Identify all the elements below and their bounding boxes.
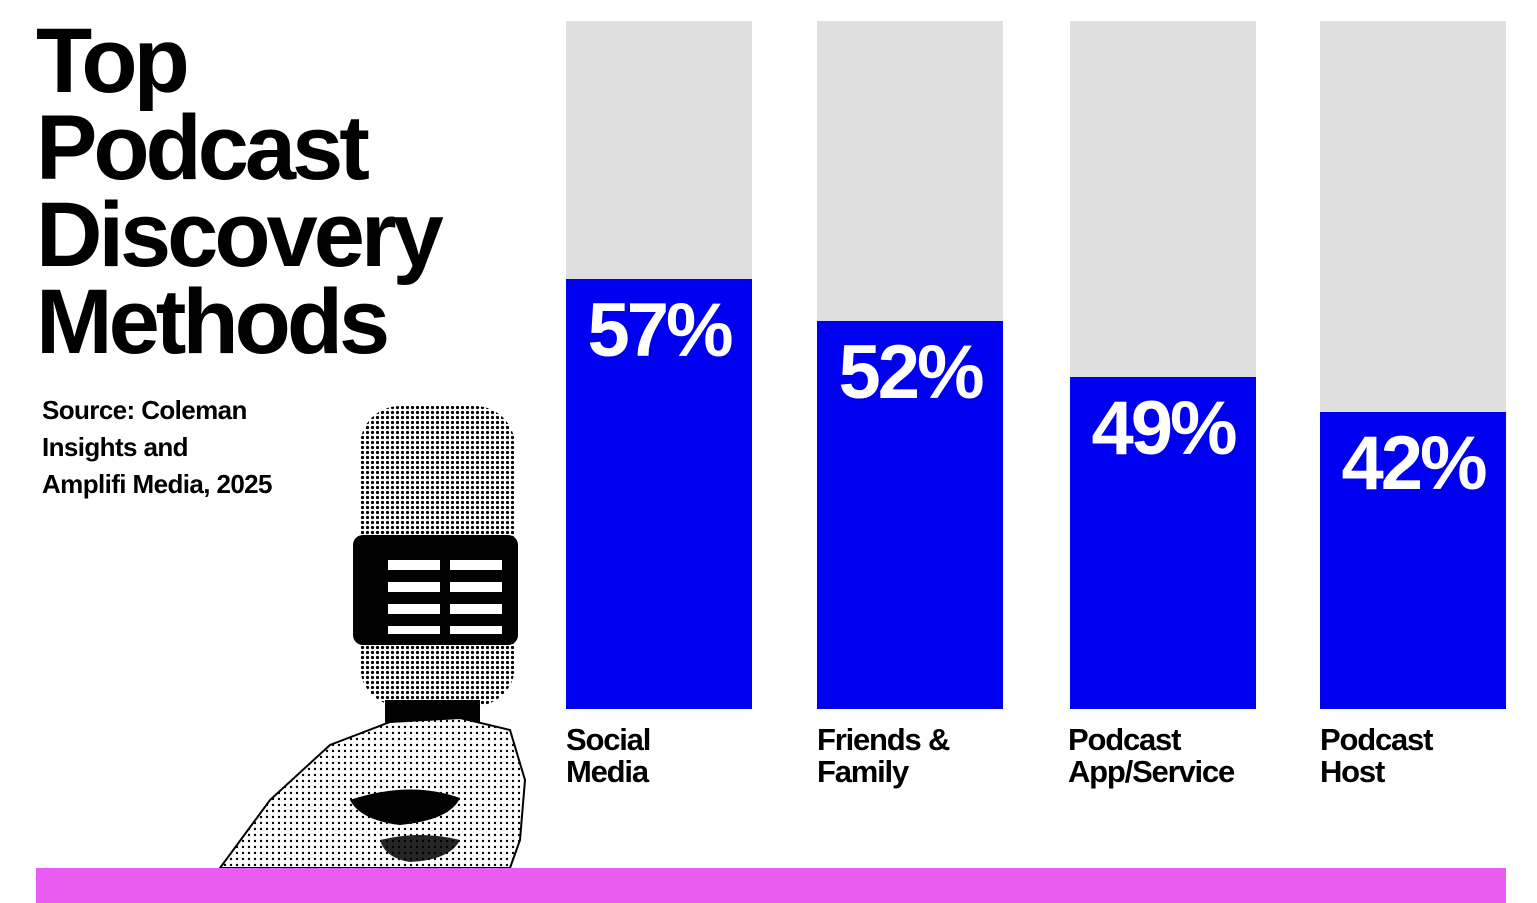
- title-line: Podcast: [36, 97, 370, 199]
- category-label-line: App/Service: [1068, 754, 1235, 789]
- bar-friends-family: 52%: [817, 21, 1003, 709]
- category-label: Social Media: [566, 722, 651, 789]
- source-line: Insights and: [42, 432, 189, 462]
- source-line: Amplifi Media, 2025: [42, 469, 273, 499]
- bar-value-label: 42%: [1341, 421, 1487, 506]
- category-label-line: Podcast: [1320, 722, 1433, 757]
- bar-fill: 42%: [1320, 412, 1506, 709]
- category-label-line: Media: [566, 754, 649, 789]
- chart-title: Top Podcast Discovery Methods: [36, 10, 444, 373]
- bar-value-label: 49%: [1091, 386, 1237, 471]
- accent-band: [36, 868, 1506, 903]
- title-line: Top: [36, 10, 190, 112]
- category-label-line: Friends &: [817, 722, 950, 757]
- microphone-illustration: [218, 406, 527, 868]
- bar-podcast-app-service: 49%: [1070, 21, 1256, 709]
- category-label-line: Social: [566, 722, 651, 757]
- category-label: Podcast Host: [1320, 722, 1433, 789]
- bar-fill: 57%: [566, 279, 752, 709]
- category-label-line: Family: [817, 754, 909, 789]
- title-line: Methods: [36, 271, 390, 373]
- category-label-line: Podcast: [1068, 722, 1181, 757]
- bar-podcast-host: 42%: [1320, 21, 1506, 709]
- bar-social-media: 57%: [566, 21, 752, 709]
- bar-fill: 49%: [1070, 377, 1256, 709]
- category-label-line: Host: [1320, 754, 1385, 789]
- bar-value-label: 52%: [838, 330, 984, 415]
- category-label: Podcast App/Service: [1068, 722, 1235, 789]
- category-label: Friends & Family: [817, 722, 950, 789]
- source-note: Source: Coleman Insights and Amplifi Med…: [42, 392, 362, 503]
- source-line: Source: Coleman: [42, 395, 247, 425]
- bar-fill: 52%: [817, 321, 1003, 709]
- bar-value-label: 57%: [587, 288, 733, 373]
- title-line: Discovery: [36, 184, 444, 286]
